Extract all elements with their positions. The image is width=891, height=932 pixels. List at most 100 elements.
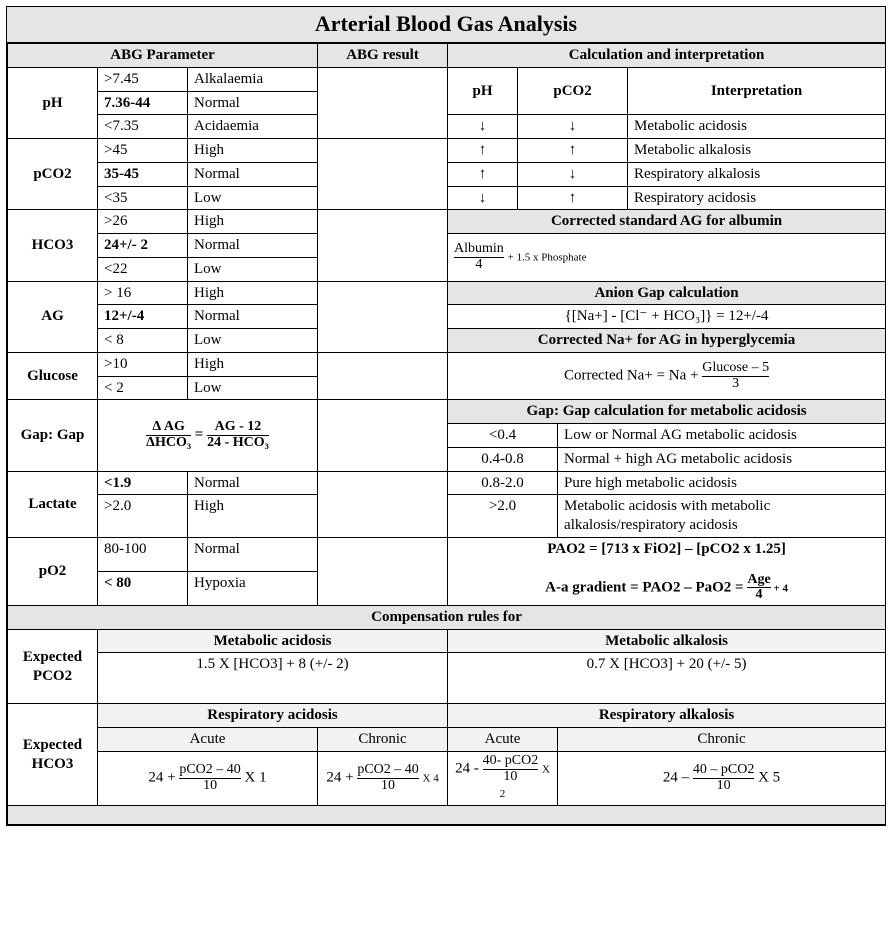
- aagrad-formula: A-a gradient = PAO2 – PaO2 = Age4 + 4: [454, 573, 879, 603]
- interp-header-ph: pH: [448, 67, 518, 115]
- table-row: pO2 80-100 Normal PAO2 = [713 x FiO2] – …: [8, 537, 886, 571]
- ag-label-2: Normal: [188, 305, 318, 329]
- param-pco2: pCO2: [8, 139, 98, 210]
- f4den: 10: [693, 778, 754, 794]
- f4a: 24 –: [663, 770, 693, 786]
- plus4: + 4: [771, 582, 788, 594]
- dag-den: ΔHCO₃: [146, 435, 191, 451]
- gap-text-1: Low or Normal AG metabolic acidosis: [558, 424, 886, 448]
- interp-text-4: Respiratory acidosis: [628, 186, 886, 210]
- header-respalk: Respiratory alkalosis: [448, 704, 886, 728]
- pao2-formula: PAO2 = [713 x FiO2] – [pCO2 x 1.25]: [454, 540, 879, 559]
- lactate-range-2: >2.0: [98, 495, 188, 538]
- header-respacid: Respiratory acidosis: [98, 704, 448, 728]
- f3a: 24 -: [455, 761, 483, 777]
- abg-document: Arterial Blood Gas Analysis ABG Paramete…: [6, 6, 886, 826]
- abg-result-gapgap[interactable]: [318, 400, 448, 471]
- f2a: 24 +: [326, 770, 357, 786]
- ph-label-2: Normal: [188, 91, 318, 115]
- gap-range-2: 0.4-0.8: [448, 447, 558, 471]
- dag-num: Δ AG: [146, 420, 191, 435]
- gap-text-3: Pure high metabolic acidosis: [558, 471, 886, 495]
- ag12-num: AG - 12: [207, 420, 269, 435]
- interp-header-interp: Interpretation: [628, 67, 886, 115]
- ph-range-3: <7.35: [98, 115, 188, 139]
- pco2-range-2: 35-45: [98, 162, 188, 186]
- abg-result-ag[interactable]: [318, 281, 448, 352]
- lactate-range-1: <1.9: [98, 471, 188, 495]
- interp-text-2: Metabolic alkalosis: [628, 139, 886, 163]
- f3b: 40- pCO2: [483, 754, 539, 769]
- glucose-range-1: >10: [98, 352, 188, 376]
- pao2-formulas: PAO2 = [713 x FiO2] – [pCO2 x 1.25] A-a …: [448, 537, 886, 605]
- phosphate-term: + 1.5 x Phosphate: [508, 252, 587, 264]
- abg-result-po2[interactable]: [318, 537, 448, 605]
- aagrad-prefix: A-a gradient = PAO2 – PaO2 =: [545, 579, 747, 595]
- table-row: 24 + pCO2 – 4010 X 1 24 + pCO2 – 4010 X …: [8, 751, 886, 805]
- pco2-label-3: Low: [188, 186, 318, 210]
- table-row: AG > 16 High Anion Gap calculation: [8, 281, 886, 305]
- ag-range-2: 12+/-4: [98, 305, 188, 329]
- header-calc-interp: Calculation and interpretation: [448, 44, 886, 68]
- section-corrected-ag: Corrected standard AG for albumin: [448, 210, 886, 234]
- abg-result-lactate[interactable]: [318, 471, 448, 537]
- corr-na-den: 3: [702, 376, 769, 392]
- ph-label-1: Alkalaemia: [188, 67, 318, 91]
- abg-result-ph[interactable]: [318, 67, 448, 138]
- corr-na-prefix: Corrected Na+ = Na +: [564, 367, 702, 383]
- abg-result-hco3[interactable]: [318, 210, 448, 281]
- interp-text-1: Metabolic acidosis: [628, 115, 886, 139]
- f1den: 10: [179, 778, 240, 794]
- expected-pco2: Expected PCO2: [8, 629, 98, 704]
- table-row: [8, 806, 886, 825]
- gap-range-3: 0.8-2.0: [448, 471, 558, 495]
- metacid-formula: 1.5 X [HCO3] + 8 (+/- 2): [98, 653, 448, 704]
- lactate-label-1: Normal: [188, 471, 318, 495]
- pco2-label-1: High: [188, 139, 318, 163]
- f2den: 10: [357, 778, 418, 794]
- table-row: pH >7.45 Alkalaemia pH pCO2 Interpretati…: [8, 67, 886, 91]
- header-metacid: Metabolic acidosis: [98, 629, 448, 653]
- gap-eq: =: [195, 427, 207, 443]
- corrected-na-formula: Corrected Na+ = Na + Glucose – 53: [448, 352, 886, 400]
- interp-header-pco2: pCO2: [518, 67, 628, 115]
- interp-pco2-2: ↑: [518, 139, 628, 163]
- abg-table: ABG Parameter ABG result Calculation and…: [7, 43, 886, 825]
- f4b: 40 – pCO2: [693, 763, 754, 778]
- abg-result-pco2[interactable]: [318, 139, 448, 210]
- gap-range-1: <0.4: [448, 424, 558, 448]
- hco3-range-3: <22: [98, 257, 188, 281]
- ag-label-1: High: [188, 281, 318, 305]
- ag-range-3: < 8: [98, 329, 188, 353]
- respacid-acute: Acute: [98, 728, 318, 752]
- albumin-den: 4: [454, 257, 504, 273]
- table-row: Glucose >10 High Corrected Na+ = Na + Gl…: [8, 352, 886, 376]
- gapgap-formula: Δ AGΔHCO₃ = AG - 1224 - HCO₃: [98, 400, 318, 471]
- footer-blank: [8, 806, 886, 825]
- gap-text-2: Normal + high AG metabolic acidosis: [558, 447, 886, 471]
- gap-text-4: Metabolic acidosis with metabolic alkalo…: [558, 495, 886, 538]
- respacid-acute-formula: 24 + pCO2 – 4010 X 1: [98, 751, 318, 805]
- respalk-acute: Acute: [448, 728, 558, 752]
- ag12-den: 24 - HCO₃: [207, 435, 269, 451]
- respalk-chronic-formula: 24 – 40 – pCO210 X 5: [558, 751, 886, 805]
- po2-range-2: < 80: [98, 571, 188, 605]
- header-abg-result: ABG result: [318, 44, 448, 68]
- lactate-label-2: High: [188, 495, 318, 538]
- corrected-ag-formula: Albumin4 + 1.5 x Phosphate: [448, 234, 886, 282]
- age-num: Age: [747, 573, 770, 588]
- glucose-label-2: Low: [188, 376, 318, 400]
- expected-hco3: Expected HCO3: [8, 704, 98, 806]
- ph-label-3: Acidaemia: [188, 115, 318, 139]
- interp-text-3: Respiratory alkalosis: [628, 162, 886, 186]
- abg-result-glucose[interactable]: [318, 352, 448, 400]
- param-ph: pH: [8, 67, 98, 138]
- interp-ph-1: ↓: [448, 115, 518, 139]
- po2-label-2: Hypoxia: [188, 571, 318, 605]
- respalk-acute-formula: 24 - 40- pCO210 X 2: [448, 751, 558, 805]
- hco3-label-3: Low: [188, 257, 318, 281]
- gap-range-4: >2.0: [448, 495, 558, 538]
- f2x: X 4: [423, 773, 439, 785]
- pco2-label-2: Normal: [188, 162, 318, 186]
- f1b: pCO2 – 40: [179, 763, 240, 778]
